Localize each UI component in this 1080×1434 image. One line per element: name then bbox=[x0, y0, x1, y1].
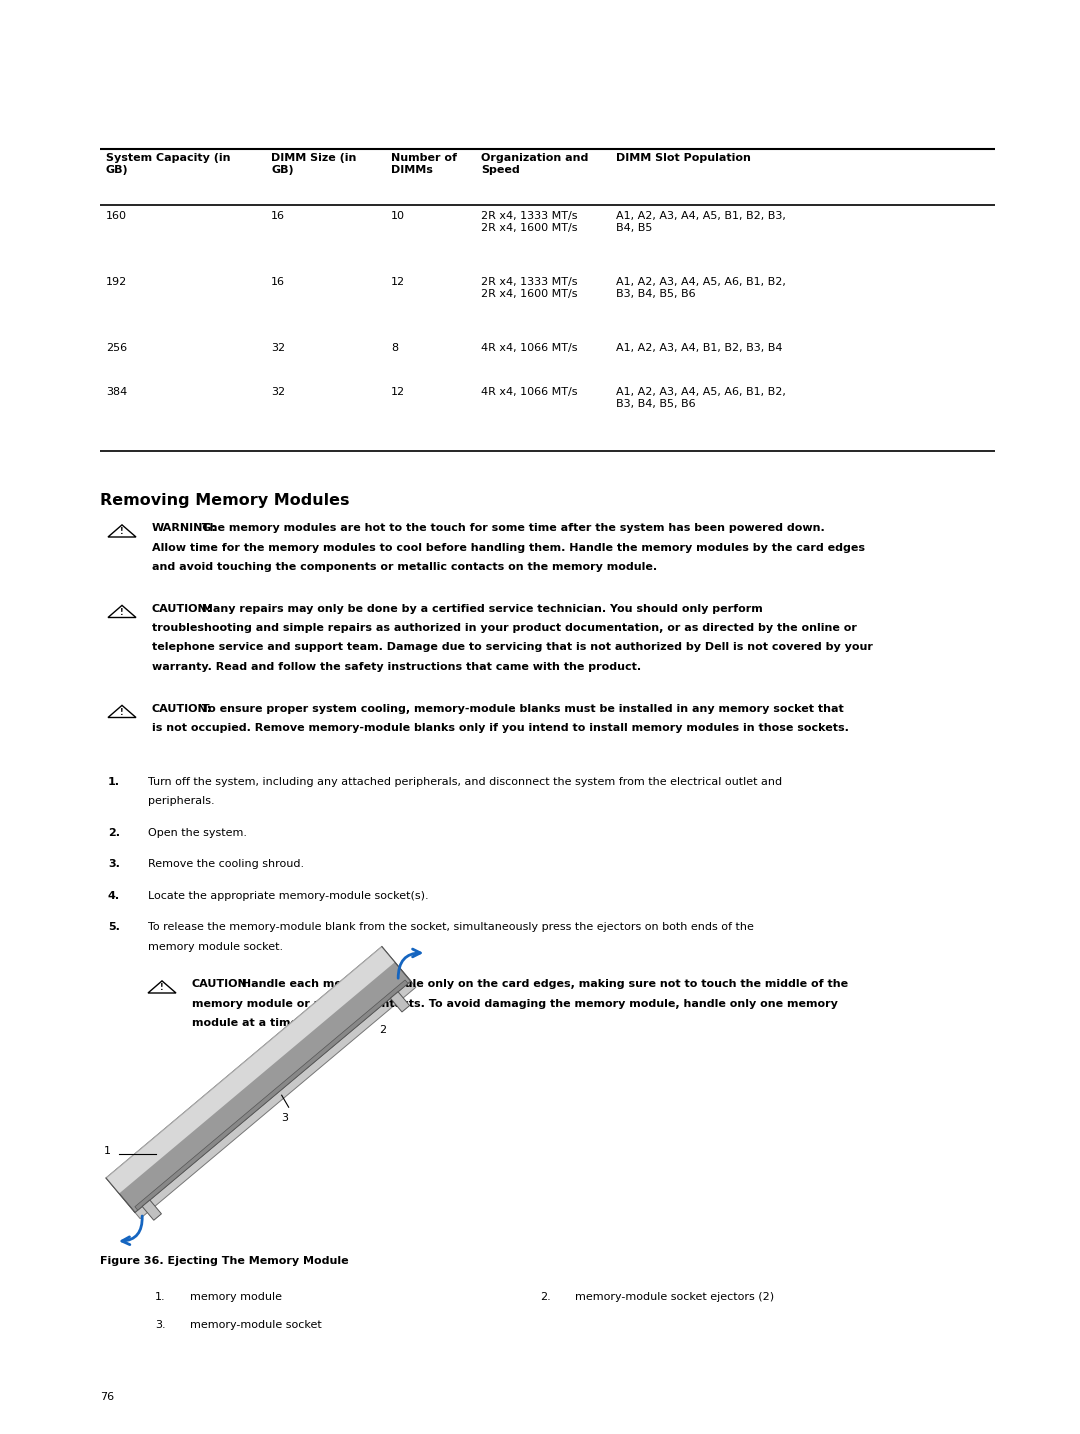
Text: memory-module socket: memory-module socket bbox=[190, 1319, 322, 1329]
Text: 32: 32 bbox=[271, 343, 285, 353]
Text: 76: 76 bbox=[100, 1392, 114, 1402]
Text: 16: 16 bbox=[271, 277, 285, 287]
Text: 4R x4, 1066 MT/s: 4R x4, 1066 MT/s bbox=[481, 387, 578, 397]
Text: memory module or metallic contacts. To avoid damaging the memory module, handle : memory module or metallic contacts. To a… bbox=[192, 998, 838, 1008]
Polygon shape bbox=[106, 946, 395, 1193]
Text: DIMM Slot Population: DIMM Slot Population bbox=[616, 153, 751, 163]
Text: !: ! bbox=[160, 982, 164, 992]
Text: 5.: 5. bbox=[108, 922, 120, 932]
Text: 32: 32 bbox=[271, 387, 285, 397]
Text: 384: 384 bbox=[106, 387, 127, 397]
Text: 16: 16 bbox=[271, 211, 285, 221]
Text: 2R x4, 1333 MT/s
2R x4, 1600 MT/s: 2R x4, 1333 MT/s 2R x4, 1600 MT/s bbox=[481, 211, 578, 232]
Text: !: ! bbox=[120, 608, 124, 617]
Text: 3.: 3. bbox=[156, 1319, 165, 1329]
Text: Turn off the system, including any attached peripherals, and disconnect the syst: Turn off the system, including any attac… bbox=[148, 776, 782, 786]
Text: Locate the appropriate memory-module socket(s).: Locate the appropriate memory-module soc… bbox=[148, 891, 429, 901]
Text: Allow time for the memory modules to cool before handling them. Handle the memor: Allow time for the memory modules to coo… bbox=[152, 542, 865, 552]
Polygon shape bbox=[134, 979, 416, 1219]
Text: Number of
DIMMs: Number of DIMMs bbox=[391, 153, 457, 175]
Text: 192: 192 bbox=[106, 277, 127, 287]
Text: DIMM Size (in
GB): DIMM Size (in GB) bbox=[271, 153, 356, 175]
Text: 4R x4, 1066 MT/s: 4R x4, 1066 MT/s bbox=[481, 343, 578, 353]
Text: 1.: 1. bbox=[156, 1292, 165, 1302]
Text: Removing Memory Modules: Removing Memory Modules bbox=[100, 493, 350, 508]
Text: To ensure proper system cooling, memory-module blanks must be installed in any m: To ensure proper system cooling, memory-… bbox=[199, 704, 845, 714]
Text: Many repairs may only be done by a certified service technician. You should only: Many repairs may only be done by a certi… bbox=[199, 604, 764, 614]
Text: CAUTION:: CAUTION: bbox=[192, 979, 253, 989]
Text: To release the memory-module blank from the socket, simultaneously press the eje: To release the memory-module blank from … bbox=[148, 922, 754, 932]
Text: 4.: 4. bbox=[108, 891, 120, 901]
Polygon shape bbox=[106, 946, 410, 1213]
Text: 12: 12 bbox=[391, 277, 405, 287]
Text: 1: 1 bbox=[104, 1146, 111, 1156]
Text: Figure 36. Ejecting The Memory Module: Figure 36. Ejecting The Memory Module bbox=[100, 1256, 349, 1265]
Text: 256: 256 bbox=[106, 343, 127, 353]
Text: A1, A2, A3, A4, A5, A6, B1, B2,
B3, B4, B5, B6: A1, A2, A3, A4, A5, A6, B1, B2, B3, B4, … bbox=[616, 277, 786, 300]
Text: module at a time.: module at a time. bbox=[192, 1018, 302, 1028]
Text: System Capacity (in
GB): System Capacity (in GB) bbox=[106, 153, 230, 175]
Text: !: ! bbox=[120, 707, 124, 717]
Text: 10: 10 bbox=[391, 211, 405, 221]
Text: troubleshooting and simple repairs as authorized in your product documentation, : troubleshooting and simple repairs as au… bbox=[152, 622, 856, 632]
Text: Organization and
Speed: Organization and Speed bbox=[481, 153, 589, 175]
Text: WARNING:: WARNING: bbox=[152, 523, 217, 533]
Text: 2: 2 bbox=[379, 1025, 386, 1035]
Text: The memory modules are hot to the touch for some time after the system has been : The memory modules are hot to the touch … bbox=[199, 523, 825, 533]
Text: CAUTION:: CAUTION: bbox=[152, 704, 213, 714]
Text: Handle each memory module only on the card edges, making sure not to touch the m: Handle each memory module only on the ca… bbox=[239, 979, 849, 989]
Text: !: ! bbox=[120, 528, 124, 536]
Text: CAUTION:: CAUTION: bbox=[152, 604, 213, 614]
Polygon shape bbox=[390, 992, 409, 1012]
Text: and avoid touching the components or metallic contacts on the memory module.: and avoid touching the components or met… bbox=[152, 562, 657, 572]
Text: 2R x4, 1333 MT/s
2R x4, 1600 MT/s: 2R x4, 1333 MT/s 2R x4, 1600 MT/s bbox=[481, 277, 578, 300]
Text: memory-module socket ejectors (2): memory-module socket ejectors (2) bbox=[575, 1292, 774, 1302]
Text: Remove the cooling shroud.: Remove the cooling shroud. bbox=[148, 859, 305, 869]
Text: telephone service and support team. Damage due to servicing that is not authoriz: telephone service and support team. Dama… bbox=[152, 642, 873, 652]
Text: A1, A2, A3, A4, A5, A6, B1, B2,
B3, B4, B5, B6: A1, A2, A3, A4, A5, A6, B1, B2, B3, B4, … bbox=[616, 387, 786, 409]
Text: A1, A2, A3, A4, A5, B1, B2, B3,
B4, B5: A1, A2, A3, A4, A5, B1, B2, B3, B4, B5 bbox=[616, 211, 786, 232]
Text: 160: 160 bbox=[106, 211, 127, 221]
Text: 3.: 3. bbox=[108, 859, 120, 869]
Text: memory module socket.: memory module socket. bbox=[148, 942, 283, 952]
Text: 1.: 1. bbox=[108, 776, 120, 786]
Text: warranty. Read and follow the safety instructions that came with the product.: warranty. Read and follow the safety ins… bbox=[152, 663, 642, 673]
Text: memory module: memory module bbox=[190, 1292, 282, 1302]
Text: 2.: 2. bbox=[108, 827, 120, 837]
Text: 8: 8 bbox=[391, 343, 399, 353]
Text: 3: 3 bbox=[281, 1113, 288, 1123]
Polygon shape bbox=[135, 979, 408, 1210]
Polygon shape bbox=[143, 1200, 161, 1220]
Text: 12: 12 bbox=[391, 387, 405, 397]
Text: Open the system.: Open the system. bbox=[148, 827, 247, 837]
Text: is not occupied. Remove memory-module blanks only if you intend to install memor: is not occupied. Remove memory-module bl… bbox=[152, 723, 849, 733]
Text: peripherals.: peripherals. bbox=[148, 796, 215, 806]
Text: 2.: 2. bbox=[540, 1292, 551, 1302]
Text: A1, A2, A3, A4, B1, B2, B3, B4: A1, A2, A3, A4, B1, B2, B3, B4 bbox=[616, 343, 783, 353]
